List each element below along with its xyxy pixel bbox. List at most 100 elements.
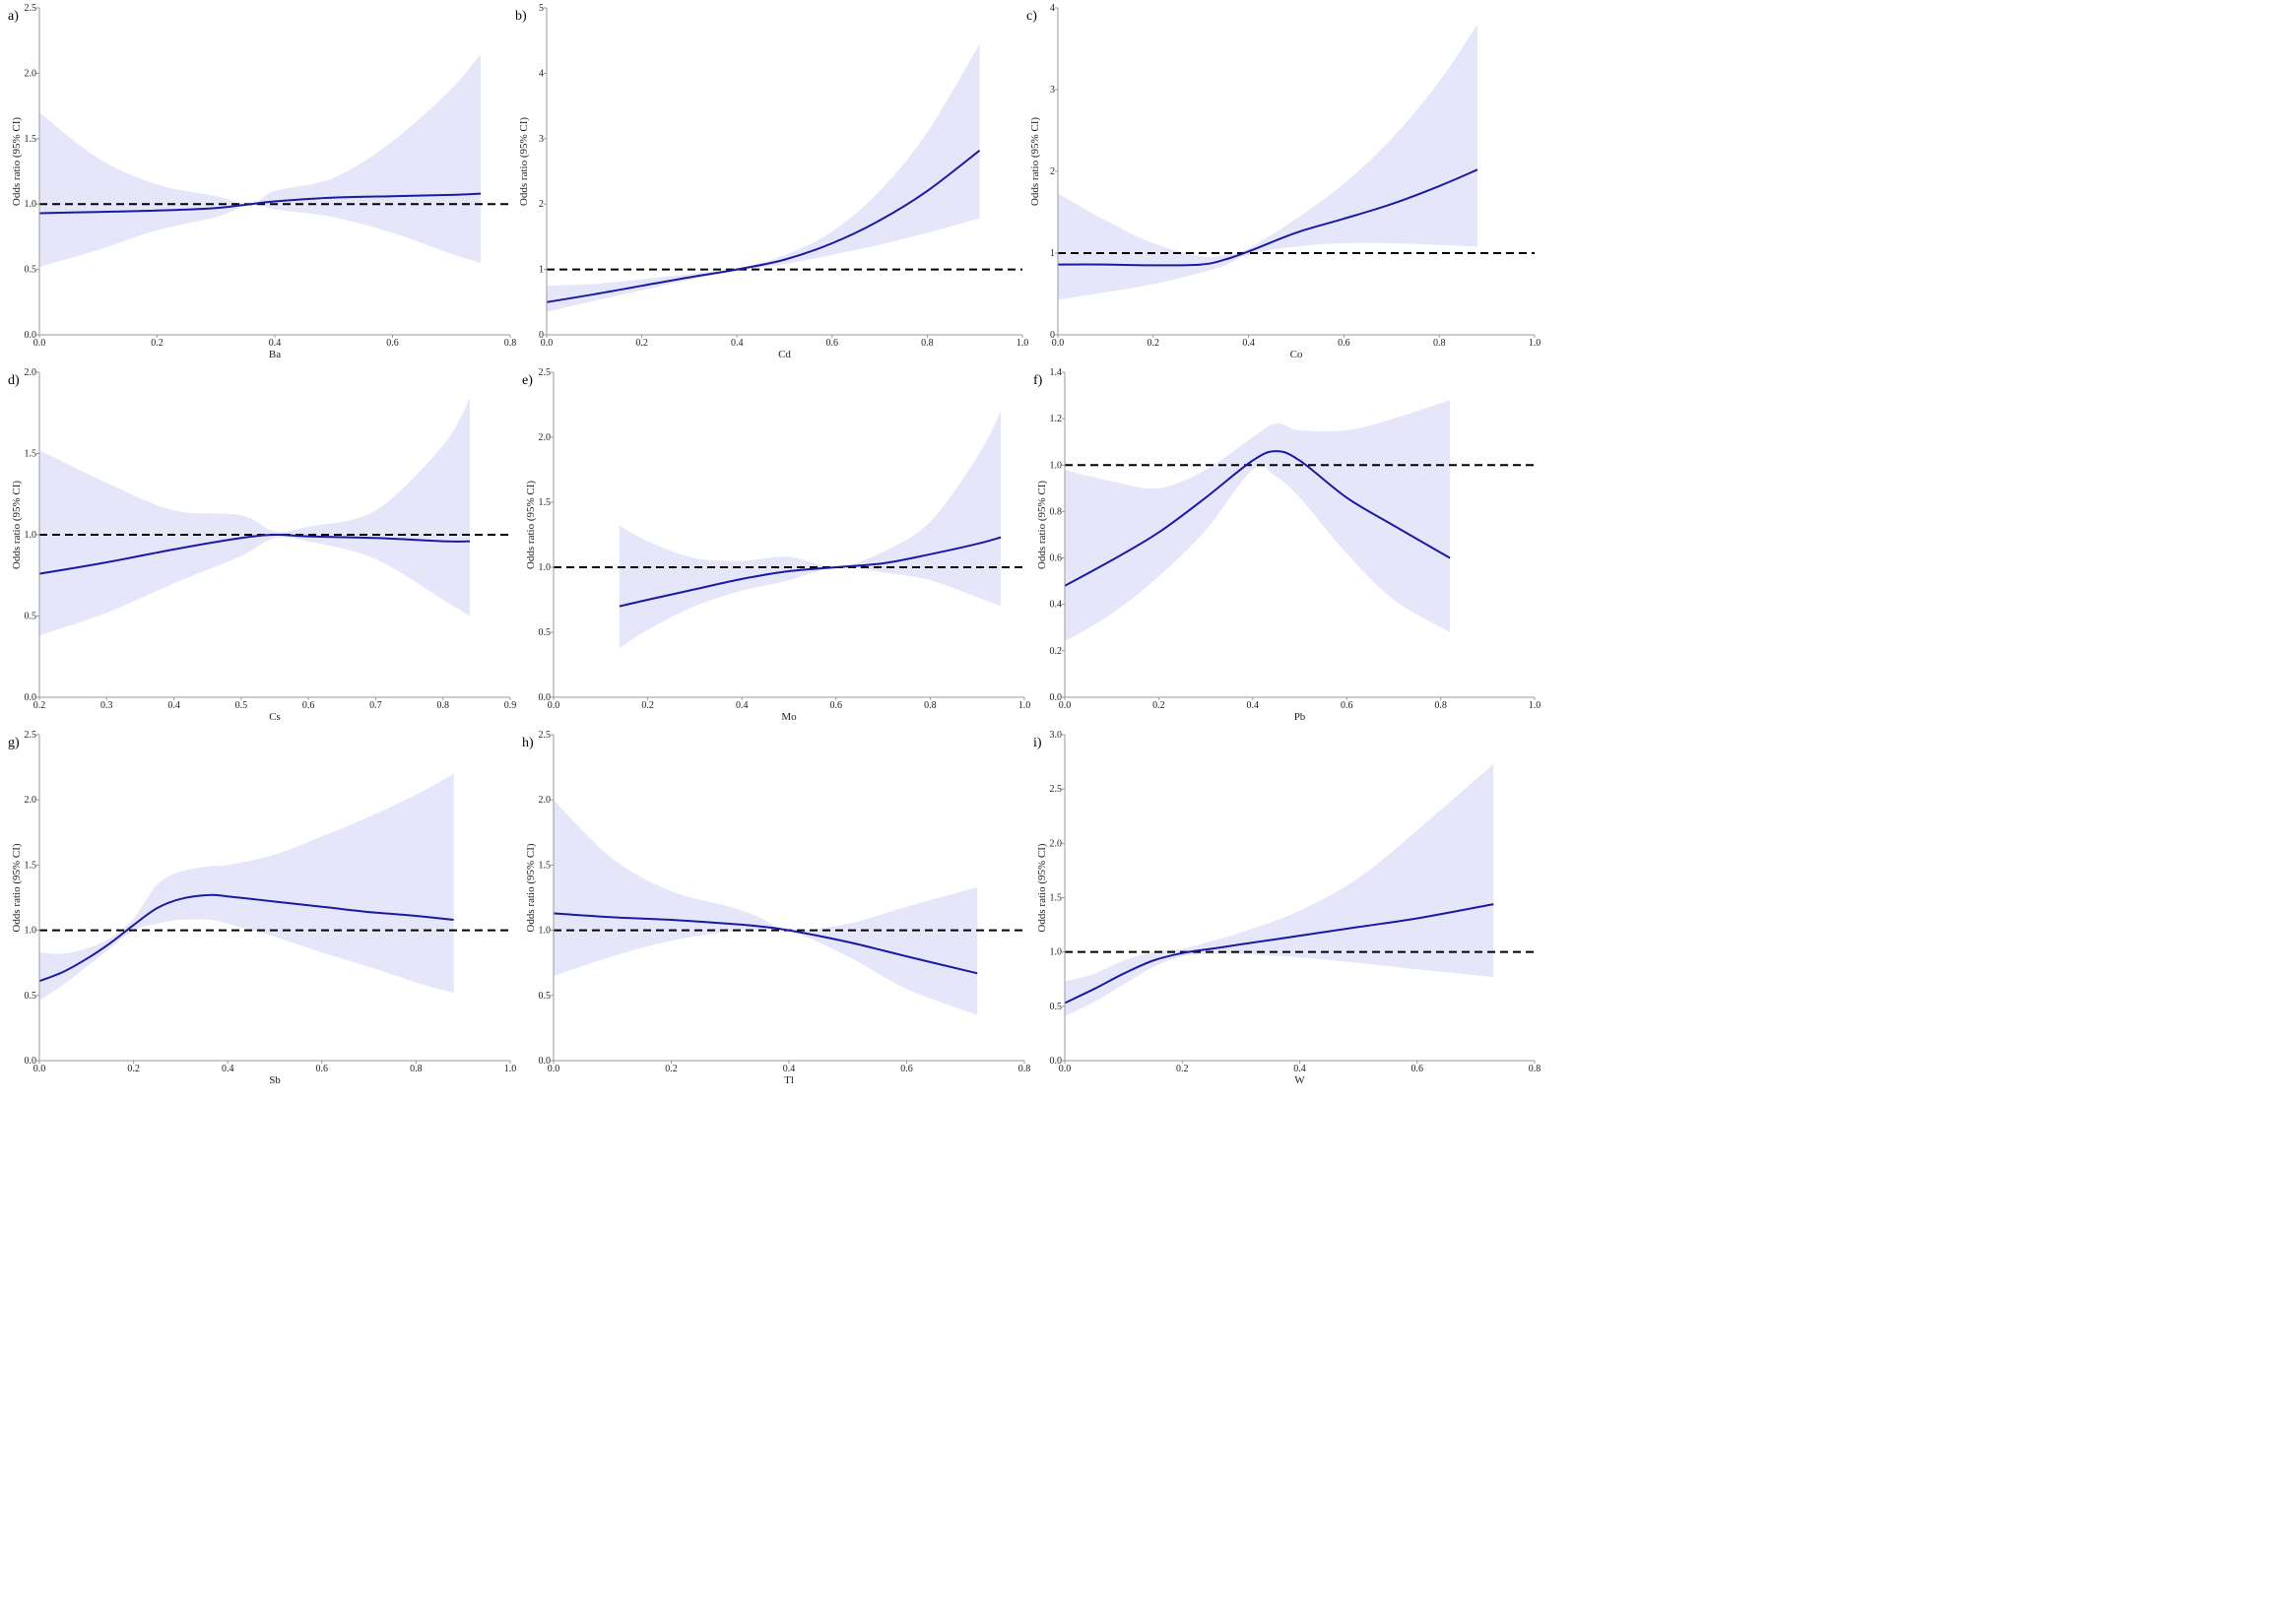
x-axis-label: Sb <box>269 1074 281 1086</box>
y-tick-label: 1.0 <box>539 562 552 573</box>
x-tick-label: 0.2 <box>641 700 654 711</box>
y-tick-label: 0.5 <box>539 991 552 1002</box>
odds-ratio-curve <box>546 150 981 303</box>
y-axis-label: Odds ratio (95% CI) <box>518 117 530 206</box>
x-axis-label: Cd <box>778 349 791 360</box>
y-tick-label: 0.0 <box>539 692 552 703</box>
panel-label: g) <box>8 736 20 750</box>
odds-ratio-curve <box>1057 168 1478 267</box>
y-tick-label: 2.0 <box>539 432 552 443</box>
x-tick-label: 1.0 <box>504 1064 517 1074</box>
y-tick-label: 0.0 <box>1050 1056 1063 1067</box>
y-tick-label: 2.0 <box>539 795 552 806</box>
panel-label: d) <box>8 373 20 388</box>
x-tick-label: 0.2 <box>1148 338 1160 349</box>
ci-band <box>1065 763 1494 1016</box>
x-tick-label: 0.0 <box>548 1064 560 1074</box>
y-tick-label: 1.0 <box>1050 460 1063 471</box>
x-tick-label: 0.6 <box>900 1064 913 1074</box>
ci-band <box>1065 400 1451 642</box>
x-tick-label: 0.8 <box>436 700 449 711</box>
x-tick-label: 0.8 <box>921 338 934 349</box>
x-tick-label: 0.0 <box>548 700 560 711</box>
y-tick-label: 0 <box>1050 330 1055 341</box>
y-tick-label: 1.5 <box>539 860 552 871</box>
y-tick-label: 1.0 <box>25 199 37 210</box>
odds-ratio-curve <box>1064 450 1451 587</box>
x-axis-label: Pb <box>1294 711 1306 723</box>
ci-band <box>39 398 470 636</box>
y-axis-label: Odds ratio (95% CI) <box>11 481 23 569</box>
x-tick-label: 0.2 <box>1152 700 1165 711</box>
odds-ratio-curve <box>619 536 1002 608</box>
y-tick-label: 0.5 <box>25 991 37 1002</box>
y-tick-label: 1 <box>1050 248 1055 259</box>
x-tick-label: 0.0 <box>33 338 46 349</box>
x-tick-label: 0.4 <box>736 700 749 711</box>
x-tick-label: 0.6 <box>316 1064 329 1074</box>
x-tick-label: 0.6 <box>826 338 839 349</box>
y-tick-label: 0.5 <box>539 627 552 638</box>
y-tick-label: 0.4 <box>1050 600 1063 611</box>
x-tick-label: 0.0 <box>1059 1064 1072 1074</box>
figure-panel-grid: 0.0 0.5 1.0 1.5 2.0 2.5 0.0 0.2 0.4 0.6 0.8 Ba Odds … <box>0 0 1544 1091</box>
chart-panel-cs: 0.0 0.5 1.0 1.5 2.0 0.2 0.3 0.4 0.5 0.6 0.7 0.8 0.9 C… <box>8 367 516 723</box>
y-tick-label: 1.5 <box>25 860 37 871</box>
panel-label: f) <box>1033 373 1043 388</box>
y-tick-label: 1.5 <box>1050 893 1063 904</box>
y-tick-label: 1.0 <box>1050 947 1063 958</box>
y-tick-label: 2.5 <box>25 3 37 14</box>
x-tick-label: 0.6 <box>1341 700 1353 711</box>
y-tick-label: 1.5 <box>539 497 552 508</box>
ci-band <box>547 43 980 312</box>
chart-panel-co: 0 1 2 3 4 0.0 0.2 0.4 0.6 0.8 1.0 Co Odds ratio (95%… <box>1026 3 1541 360</box>
x-axis-label: Tl <box>784 1074 794 1086</box>
x-tick-label: 1.0 <box>1018 700 1031 711</box>
x-tick-label: 0.6 <box>302 700 315 711</box>
x-axis-label: Mo <box>781 711 797 723</box>
y-tick-label: 0.8 <box>1050 506 1063 517</box>
y-tick-label: 0.5 <box>25 265 37 276</box>
y-axis-label: Odds ratio (95% CI) <box>525 481 537 569</box>
x-tick-label: 0.4 <box>1242 338 1255 349</box>
x-tick-label: 0.0 <box>33 1064 46 1074</box>
panel-label: i) <box>1033 736 1042 750</box>
ci-band <box>619 411 1002 648</box>
panel-label: h) <box>522 736 534 750</box>
y-tick-label: 1 <box>539 265 544 276</box>
x-tick-label: 0.8 <box>410 1064 423 1074</box>
chart-panel-cd: 0 1 2 3 4 5 0.0 0.2 0.4 0.6 0.8 1.0 Cd Odds ratio (95… <box>515 3 1028 360</box>
y-tick-label: 1.4 <box>1050 367 1063 378</box>
y-tick-label: 2.5 <box>539 367 552 378</box>
x-tick-label: 0.8 <box>504 338 517 349</box>
y-tick-label: 4 <box>539 68 544 79</box>
x-tick-label: 1.0 <box>1529 338 1542 349</box>
y-tick-label: 5 <box>539 3 544 14</box>
y-tick-label: 2.5 <box>539 730 552 741</box>
x-tick-label: 0.2 <box>151 338 164 349</box>
y-tick-label: 0.0 <box>25 330 37 341</box>
x-tick-label: 1.0 <box>1529 700 1542 711</box>
x-tick-label: 0.4 <box>783 1064 796 1074</box>
x-tick-label: 0.0 <box>541 338 554 349</box>
panel-label: e) <box>522 373 533 388</box>
y-tick-label: 2.0 <box>25 795 37 806</box>
chart-panel-ba: 0.0 0.5 1.0 1.5 2.0 2.5 0.0 0.2 0.4 0.6 0.8 Ba Odds … <box>8 3 516 360</box>
y-axis-label: Odds ratio (95% CI) <box>1036 843 1048 932</box>
y-tick-label: 2 <box>539 199 544 210</box>
y-tick-label: 2.5 <box>25 730 37 741</box>
x-tick-label: 0.4 <box>269 338 282 349</box>
y-tick-label: 2.0 <box>25 68 37 79</box>
odds-ratio-curve <box>38 533 471 575</box>
y-axis-label: Odds ratio (95% CI) <box>11 117 23 206</box>
y-tick-label: 2.0 <box>25 367 37 378</box>
y-tick-label: 1.5 <box>25 134 37 145</box>
y-axis-label: Odds ratio (95% CI) <box>1036 481 1048 569</box>
x-tick-label: 0.4 <box>731 338 744 349</box>
x-axis-label: W <box>1294 1074 1305 1086</box>
x-tick-label: 0.0 <box>1052 338 1065 349</box>
x-tick-label: 0.5 <box>235 700 248 711</box>
x-tick-label: 0.4 <box>167 700 180 711</box>
x-tick-label: 0.4 <box>1293 1064 1306 1074</box>
x-tick-label: 0.0 <box>1059 700 1072 711</box>
